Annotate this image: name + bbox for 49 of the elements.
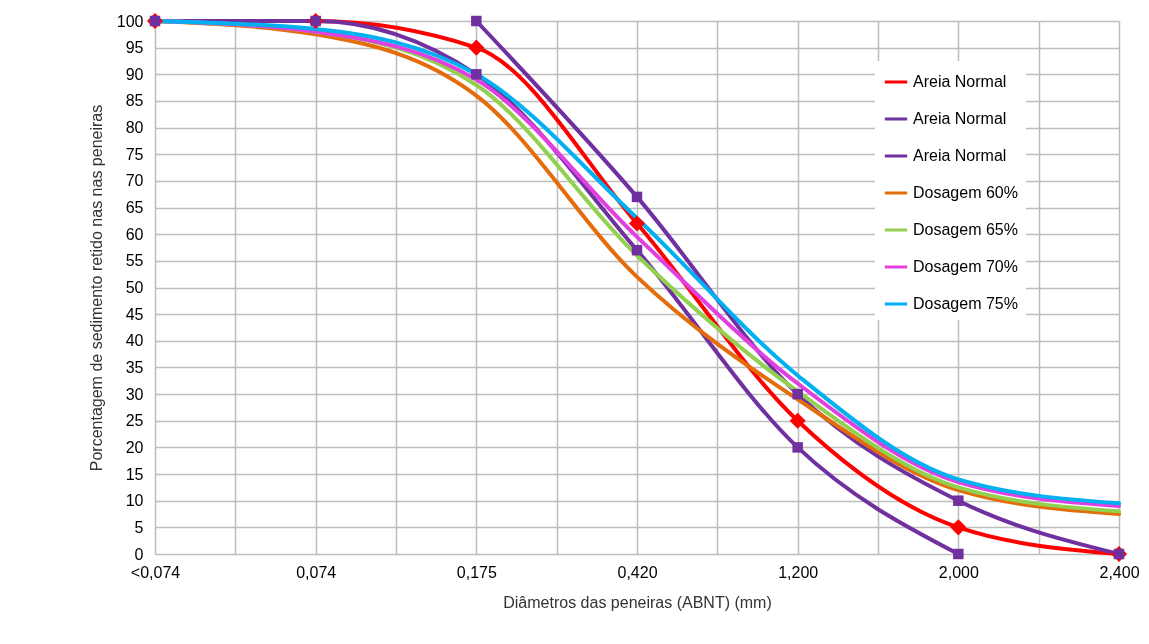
y-tick-label: 80	[125, 119, 144, 137]
legend-label: Dosagem 65%	[913, 221, 1018, 238]
y-tick-label: 0	[134, 545, 144, 563]
legend-label: Dosagem 60%	[913, 184, 1018, 201]
x-tick-label: 2,400	[1099, 563, 1140, 581]
point	[953, 548, 964, 560]
y-tick-label: 15	[125, 465, 144, 483]
x-tick-label: 0,175	[456, 563, 497, 581]
point	[471, 15, 482, 27]
x-tick-label: 0,420	[617, 563, 658, 581]
point	[792, 442, 803, 453]
x-tick-label: 0,074	[296, 563, 337, 581]
x-tick-label: <0,074	[130, 563, 181, 581]
y-tick-label: 45	[125, 305, 144, 323]
point	[789, 412, 806, 429]
point	[628, 215, 646, 232]
x-axis-title: Diâmetros das peneiras (ABNT) (mm)	[503, 593, 772, 611]
y-tick-label: 65	[125, 199, 144, 217]
x-tick-label: 2,000	[938, 563, 979, 581]
y-tick-label: 40	[125, 332, 144, 350]
y-tick-label: 50	[125, 279, 144, 296]
point	[950, 519, 967, 536]
y-tick-label: 20	[125, 438, 144, 456]
y-tick-label: 5	[134, 518, 144, 536]
y-tick-label: 55	[125, 252, 144, 270]
point	[631, 191, 643, 203]
y-tick-label: 10	[125, 492, 144, 510]
y-axis-title: Porcentagem de sedimento retido nas nas peneiras	[87, 104, 105, 472]
legend-label: Areia Normal	[913, 73, 1007, 90]
point	[631, 244, 643, 256]
point	[468, 39, 485, 56]
y-tick-label: 30	[125, 385, 144, 403]
legend-label: Areia Normal	[913, 147, 1007, 164]
y-tick-label: 35	[125, 358, 144, 376]
y-tick-label: 85	[125, 92, 144, 110]
point	[953, 495, 964, 506]
x-tick-label: 1,200	[778, 563, 819, 581]
legend-label: Dosagem 75%	[913, 295, 1018, 312]
point	[792, 388, 803, 400]
y-tick-label: 25	[125, 412, 144, 430]
legend-label: Dosagem 70%	[913, 258, 1018, 275]
y-tick-label: 70	[125, 172, 144, 190]
legend-label: Areia Normal	[913, 110, 1007, 127]
y-tick-label: 90	[125, 65, 144, 83]
y-tick-label: 95	[125, 39, 144, 57]
point	[471, 69, 482, 80]
y-tick-label: 60	[125, 225, 144, 243]
y-tick-label: 75	[125, 145, 144, 163]
y-tick-label: 100	[116, 12, 144, 30]
